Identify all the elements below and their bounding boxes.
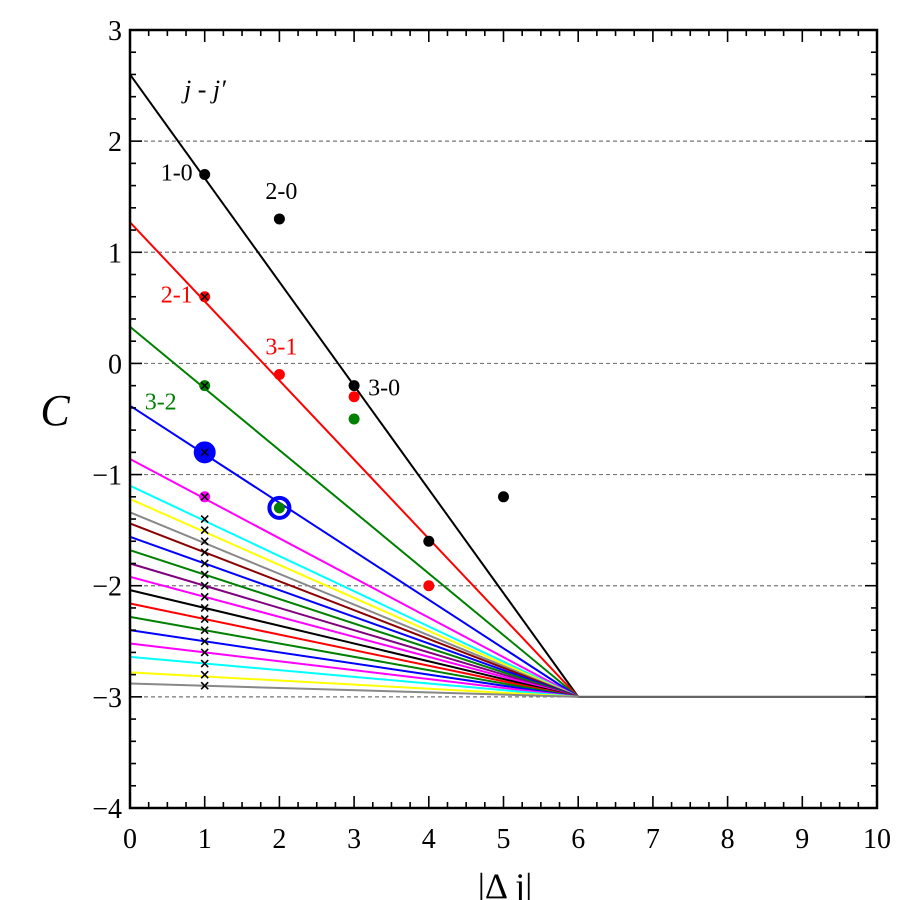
y-tick-label: −1: [92, 461, 122, 492]
series-lines: [129, 73, 877, 698]
axis-ticks: [129, 29, 878, 809]
x-marker-stroke: [200, 681, 209, 690]
x-tick-label: 1: [198, 824, 212, 855]
annotations: 1-0 2-0 3-0 2-1 3-1 3-2: [145, 160, 400, 415]
series-line-7: [129, 498, 579, 698]
x-tick-label: 8: [721, 824, 735, 855]
x-marker-stroke: [200, 514, 209, 524]
series-line-13: [129, 575, 579, 698]
annotation-label: 3-0: [368, 376, 400, 402]
x-marker: [200, 659, 209, 668]
annotation-label: 2-0: [265, 179, 297, 205]
y-axis-title: C: [40, 386, 70, 435]
y-tick-label: −2: [92, 572, 122, 603]
x-marker: [200, 514, 209, 524]
ring-marker: [267, 495, 292, 520]
y-tick-label: −3: [92, 683, 122, 714]
x-marker-stroke: [200, 570, 209, 579]
header-label: j - j′: [181, 75, 226, 104]
x-marker: [200, 670, 209, 679]
x-marker: [200, 614, 209, 624]
x-marker: [200, 681, 209, 690]
x-marker-stroke: [200, 537, 209, 546]
x-marker: [200, 537, 209, 546]
x-marker-stroke: [200, 670, 209, 679]
x-marker: [200, 637, 209, 646]
x-tick-label: 6: [571, 824, 585, 855]
annotation-label: 3-1: [265, 335, 297, 361]
data-point: [348, 413, 360, 425]
series-line-20: [129, 671, 579, 698]
x-marker: [200, 603, 209, 613]
x-tick-label: 4: [422, 824, 436, 855]
x-marker: [200, 581, 209, 590]
point-cross: [200, 381, 209, 390]
x-marker: [200, 526, 209, 535]
series-line-5: [129, 458, 579, 698]
data-point: [273, 502, 285, 514]
data-point: [423, 535, 435, 547]
x-marker-stroke: [200, 559, 209, 568]
data-point: [498, 491, 509, 503]
data-point: [348, 391, 360, 403]
x-marker-stroke: [200, 592, 209, 601]
x-marker-stroke: [200, 659, 209, 668]
x-tick-label: 3: [347, 824, 361, 855]
x-tick-label: 2: [272, 824, 286, 855]
x-marker: [200, 548, 209, 557]
annotation-label: 2-1: [161, 283, 193, 309]
series-line-8: [129, 511, 579, 698]
grid-lines: [130, 140, 877, 698]
annotation-label: 3-2: [145, 390, 177, 416]
y-tick-label: 3: [108, 16, 122, 47]
point-cross: [200, 292, 209, 301]
y-tick-label: 1: [108, 238, 122, 269]
y-tick-label: 2: [108, 127, 122, 158]
x-marker-stroke: [200, 581, 209, 590]
data-point: [273, 369, 285, 381]
x-marker-stroke: [200, 526, 209, 535]
x-marker: [200, 648, 209, 657]
x-marker: [200, 626, 209, 635]
series-line-6: [129, 484, 579, 698]
x-tick-label: 9: [795, 824, 809, 855]
annotation-label: 1-0: [161, 160, 193, 186]
y-tick-label: 0: [108, 349, 122, 380]
data-point: [199, 168, 211, 180]
x-tick-label: 0: [123, 824, 137, 855]
x-marker-stroke: [200, 626, 209, 635]
data-point: [423, 580, 435, 592]
data-points: [193, 168, 509, 592]
series-line-11: [129, 549, 579, 698]
x-tick-label: 5: [497, 824, 511, 855]
data-point: [348, 380, 360, 392]
x-marker-stroke: [200, 603, 209, 613]
x-marker-stroke: [200, 648, 209, 657]
y-tick-label: −4: [92, 794, 122, 825]
x-marker-stroke: [200, 637, 209, 646]
point-cross: [200, 448, 209, 457]
x-marker: [200, 570, 209, 579]
x-tick-label: 7: [646, 824, 660, 855]
x-marker-stroke: [200, 548, 209, 557]
x-marker: [200, 559, 209, 568]
point-cross: [200, 492, 209, 501]
x-marker: [200, 592, 209, 601]
x-axis-title: |Δ j|: [478, 866, 533, 900]
tick-labels: 0 1 2 3 4 5 6 7 8 9 10 −4 −3 −2 −1 0 1 2 3: [92, 16, 891, 855]
series-line-14: [129, 589, 579, 698]
x-marker-stroke: [200, 614, 209, 624]
x-markers: [200, 514, 209, 690]
data-point: [273, 213, 285, 225]
x-tick-label: 10: [863, 824, 891, 855]
